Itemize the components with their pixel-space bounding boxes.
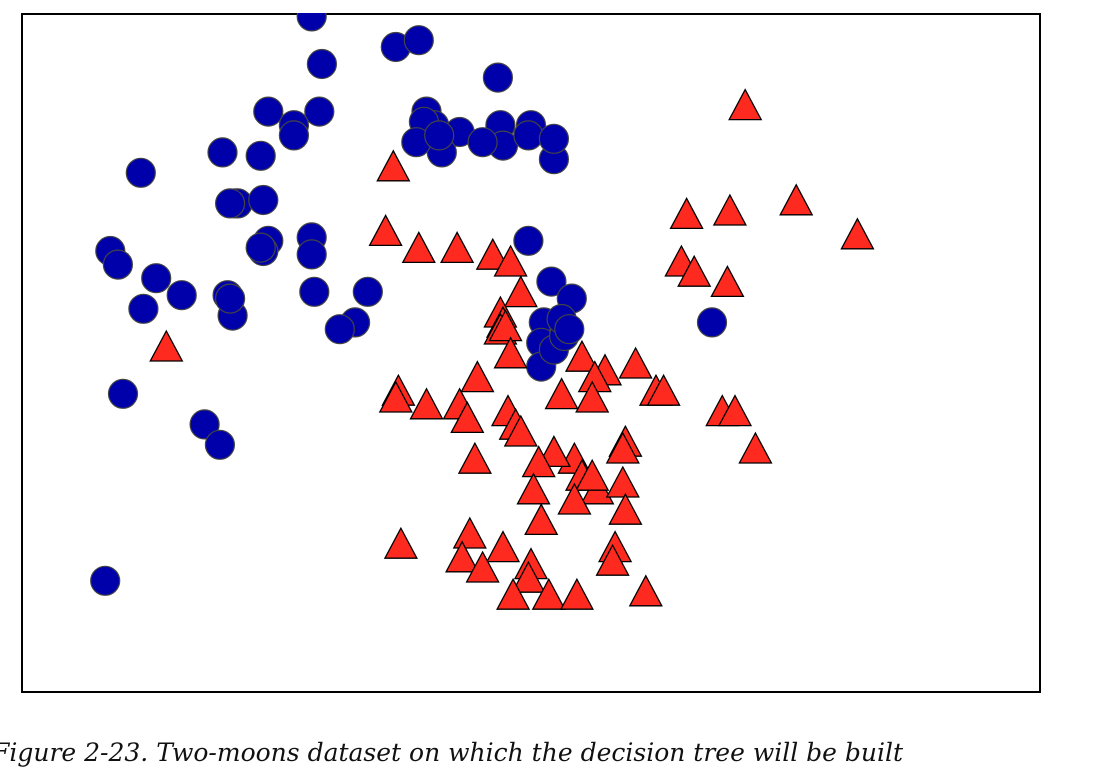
point-triangle-class-1 [557,482,592,515]
point-circle-class-0 [245,232,276,263]
point-circle-class-0 [248,184,279,216]
point-circle-class-0 [424,120,455,151]
point-triangle-class-1 [488,309,523,342]
point-circle-class-0 [554,314,585,345]
point-circle-class-0 [166,280,197,311]
point-triangle-class-1 [717,394,753,427]
point-triangle-class-1 [465,550,500,583]
point-circle-class-0 [538,123,570,154]
point-circle-class-0 [306,48,337,80]
point-circle-class-0 [304,96,335,127]
point-circle-class-0 [125,157,156,188]
point-triangle-class-1 [485,530,521,563]
point-triangle-class-1 [452,516,487,549]
point-triangle-class-1 [493,336,528,369]
point-triangle-class-1 [445,540,480,573]
point-triangle-class-1 [409,387,444,420]
point-circle-class-0 [207,137,238,168]
point-circle-class-0 [189,409,220,440]
point-circle-class-0 [299,276,330,307]
point-triangle-class-1 [524,503,559,536]
point-circle-class-0 [128,293,159,324]
point-circle-class-0 [296,13,327,32]
point-triangle-class-1 [575,380,610,413]
point-triangle-class-1 [575,458,610,491]
point-triangle-class-1 [383,526,418,559]
point-triangle-class-1 [779,183,814,216]
point-triangle-class-1 [496,577,531,610]
point-triangle-class-1 [531,577,566,610]
point-triangle-class-1 [728,88,763,121]
point-triangle-class-1 [738,431,773,464]
point-triangle-class-1 [605,465,640,498]
point-circle-class-0 [513,120,544,151]
point-triangle-class-1 [460,360,495,393]
point-triangle-class-1 [457,441,492,474]
point-circle-class-0 [482,62,513,93]
point-triangle-class-1 [376,149,411,182]
point-triangle-class-1 [503,275,538,308]
point-triangle-class-1 [618,346,653,379]
point-triangle-class-1 [608,492,643,525]
point-triangle-class-1 [440,231,475,264]
point-triangle-class-1 [669,197,704,230]
point-triangle-class-1 [450,401,485,434]
point-circle-class-0 [696,307,728,338]
point-circle-class-0 [278,120,309,151]
point-triangle-class-1 [677,254,712,287]
point-triangle-class-1 [511,560,546,593]
point-circle-class-0 [141,263,172,294]
point-triangle-class-1 [149,329,184,362]
point-triangle-class-1 [710,265,745,298]
point-triangle-class-1 [712,193,747,226]
point-circle-class-0 [352,276,383,307]
point-circle-class-0 [107,378,139,409]
point-triangle-class-1 [401,231,436,264]
series-class-0 [90,13,728,596]
point-triangle-class-1 [628,574,663,607]
point-circle-class-0 [90,565,121,596]
point-circle-class-0 [102,249,134,280]
point-triangle-class-1 [521,445,556,478]
figure-caption: Figure 2-23. Two-moons dataset on which … [0,738,904,767]
point-triangle-class-1 [516,472,551,505]
point-triangle-class-1 [544,377,579,410]
point-circle-class-0 [513,225,544,256]
point-triangle-class-1 [595,543,630,576]
point-circle-class-0 [403,25,434,56]
point-triangle-class-1 [378,380,413,413]
point-circle-class-0 [324,314,355,345]
point-triangle-class-1 [503,414,538,447]
point-triangle-class-1 [493,244,528,277]
point-triangle-class-1 [475,237,510,270]
point-circle-class-0 [215,188,246,219]
point-circle-class-0 [296,239,327,270]
series-class-1 [149,88,875,610]
point-triangle-class-1 [605,431,640,464]
point-triangle-class-1 [646,373,681,406]
point-circle-class-0 [536,266,567,297]
point-circle-class-0 [215,283,246,314]
scatter-plot [90,13,875,610]
point-circle-class-0 [253,96,284,127]
point-triangle-class-1 [368,214,403,247]
point-circle-class-0 [204,429,235,460]
point-triangle-class-1 [564,339,600,372]
point-circle-class-0 [245,140,276,171]
point-triangle-class-1 [559,577,594,610]
point-circle-class-0 [467,127,498,158]
point-triangle-class-1 [840,217,875,250]
